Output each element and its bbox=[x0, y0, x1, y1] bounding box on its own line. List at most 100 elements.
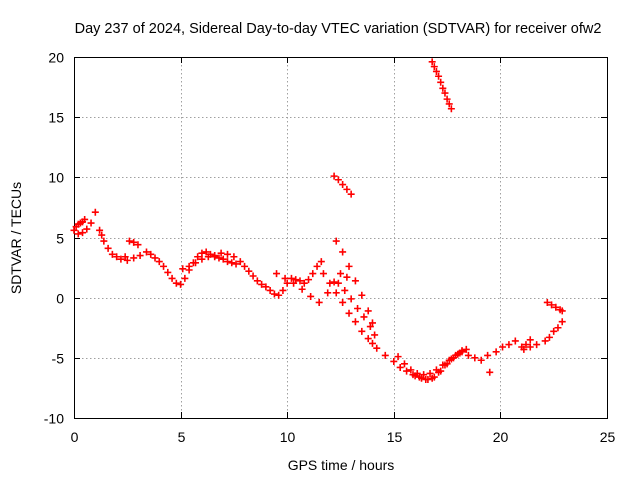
data-point bbox=[492, 348, 500, 356]
data-point bbox=[554, 324, 562, 332]
data-point bbox=[477, 356, 485, 364]
data-point bbox=[315, 298, 323, 306]
y-tick-label: 5 bbox=[56, 231, 64, 247]
data-point bbox=[224, 250, 232, 258]
data-point bbox=[70, 226, 78, 234]
data-point bbox=[121, 253, 129, 261]
data-point bbox=[424, 375, 432, 383]
data-points bbox=[70, 58, 566, 383]
data-point bbox=[151, 254, 159, 262]
data-point bbox=[262, 283, 270, 291]
data-point bbox=[198, 249, 206, 257]
data-point bbox=[351, 277, 359, 285]
data-point bbox=[104, 244, 112, 252]
data-point bbox=[266, 286, 274, 294]
data-point bbox=[343, 185, 351, 193]
data-point bbox=[230, 253, 238, 261]
data-point bbox=[330, 172, 338, 180]
y-tick-label: 20 bbox=[48, 50, 64, 66]
data-point bbox=[345, 262, 353, 270]
data-point bbox=[136, 252, 144, 260]
data-point bbox=[317, 258, 325, 266]
data-point bbox=[505, 341, 513, 349]
data-point bbox=[179, 265, 187, 273]
data-point bbox=[332, 237, 340, 245]
data-point bbox=[430, 63, 438, 71]
data-point bbox=[484, 351, 492, 359]
data-point bbox=[123, 256, 131, 264]
data-point bbox=[79, 229, 87, 237]
data-point bbox=[486, 368, 494, 376]
data-point bbox=[545, 333, 553, 341]
data-point bbox=[332, 289, 340, 297]
data-point bbox=[520, 345, 528, 353]
data-point bbox=[194, 253, 202, 261]
data-point bbox=[324, 289, 332, 297]
data-point bbox=[204, 253, 212, 261]
data-point bbox=[347, 295, 355, 303]
data-point bbox=[236, 258, 244, 266]
data-point bbox=[125, 237, 133, 245]
data-point bbox=[343, 273, 351, 281]
data-point bbox=[330, 278, 338, 286]
data-point bbox=[290, 279, 298, 287]
data-point bbox=[245, 267, 253, 275]
data-point bbox=[432, 366, 440, 374]
data-point bbox=[339, 298, 347, 306]
data-point bbox=[360, 313, 368, 321]
data-point bbox=[219, 255, 227, 263]
data-point bbox=[279, 286, 287, 294]
data-point bbox=[411, 372, 419, 380]
data-point bbox=[437, 78, 445, 86]
x-axis-label: GPS time / hours bbox=[288, 457, 395, 473]
data-point bbox=[292, 276, 300, 284]
data-point bbox=[443, 360, 451, 368]
data-point bbox=[313, 262, 321, 270]
data-point bbox=[351, 318, 359, 326]
x-tick-label: 15 bbox=[387, 429, 403, 445]
data-point bbox=[403, 367, 411, 375]
data-point bbox=[358, 291, 366, 299]
data-point bbox=[381, 351, 389, 359]
data-point bbox=[326, 279, 334, 287]
data-point bbox=[298, 285, 306, 293]
y-axis-label: SDTVAR / TECUs bbox=[8, 182, 24, 294]
data-point bbox=[83, 225, 91, 233]
data-point bbox=[368, 339, 376, 347]
data-point bbox=[228, 259, 236, 267]
x-tick-label: 20 bbox=[493, 429, 509, 445]
data-point bbox=[364, 307, 372, 315]
data-point bbox=[541, 337, 549, 345]
data-point bbox=[172, 279, 180, 287]
y-tick-label: 15 bbox=[48, 110, 64, 126]
data-point bbox=[439, 84, 447, 92]
data-point bbox=[550, 327, 558, 335]
data-point bbox=[113, 253, 121, 261]
data-point bbox=[339, 248, 347, 256]
data-point bbox=[435, 72, 443, 80]
data-point bbox=[96, 226, 104, 234]
data-point bbox=[98, 231, 106, 239]
data-point bbox=[368, 319, 376, 327]
data-point bbox=[522, 341, 530, 349]
data-point bbox=[390, 357, 398, 365]
data-point bbox=[198, 255, 206, 263]
data-point bbox=[449, 354, 457, 362]
data-point bbox=[447, 105, 455, 113]
data-point bbox=[300, 279, 308, 287]
data-point bbox=[281, 274, 289, 282]
data-point bbox=[418, 374, 426, 382]
data-point bbox=[341, 286, 349, 294]
axis-ticks bbox=[74, 57, 608, 419]
data-point bbox=[258, 280, 266, 288]
data-point bbox=[334, 176, 342, 184]
data-point bbox=[458, 348, 466, 356]
data-point bbox=[439, 361, 447, 369]
data-point bbox=[526, 343, 534, 351]
data-point bbox=[334, 279, 342, 287]
data-point bbox=[117, 255, 125, 263]
data-point bbox=[558, 318, 566, 326]
y-tick-label: 10 bbox=[48, 170, 64, 186]
data-point bbox=[168, 274, 176, 282]
